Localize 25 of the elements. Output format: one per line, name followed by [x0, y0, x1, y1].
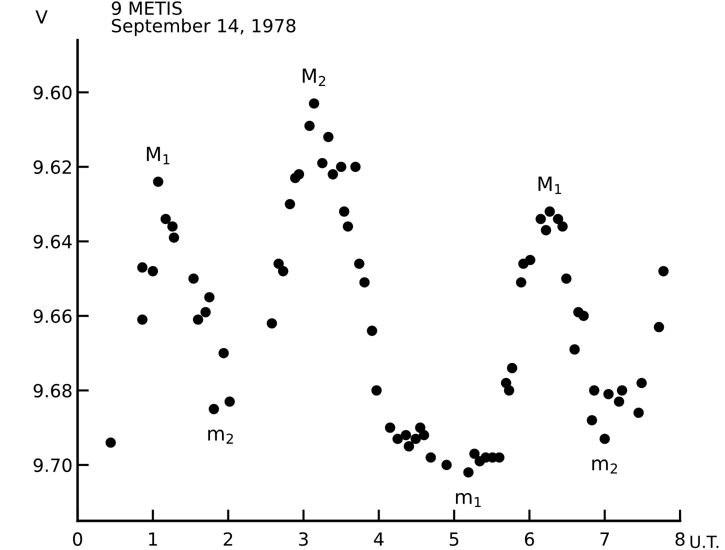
y-tick-label: 9.68: [34, 384, 72, 398]
x-axis-title: U.T.: [690, 536, 718, 548]
y-tick-label: 9.62: [34, 160, 71, 174]
x-tick-label: 0: [73, 532, 82, 546]
chart-subtitle: September 14, 1978: [112, 18, 296, 36]
annotation: m$_{1}$: [456, 492, 481, 508]
x-tick-label: 5: [450, 532, 458, 546]
x-tick-label: 6: [524, 532, 534, 546]
y-tick-label: 9.60: [34, 86, 72, 100]
x-tick-label: 7: [600, 532, 609, 546]
x-tick-label: 3: [299, 532, 308, 546]
y-tick-label: 9.66: [34, 309, 72, 324]
annotation: M$_{1}$: [538, 176, 562, 194]
x-tick-label: 2: [224, 532, 232, 546]
x-tick-label: 8: [676, 532, 685, 546]
annotation: M$_{2}$: [302, 68, 326, 86]
y-tick-label: 9.70: [34, 458, 72, 472]
annotation: m$_{2}$: [208, 430, 233, 444]
x-tick-label: 1: [149, 532, 157, 546]
annotation: M$_{1}$: [146, 146, 170, 164]
annotation: m$_{2}$: [592, 459, 617, 474]
x-tick-label: 4: [374, 532, 384, 546]
y-tick-label: 9.64: [34, 234, 72, 248]
y-axis-title: V: [36, 10, 48, 24]
chart-title: 9 METIS: [112, 1, 182, 16]
